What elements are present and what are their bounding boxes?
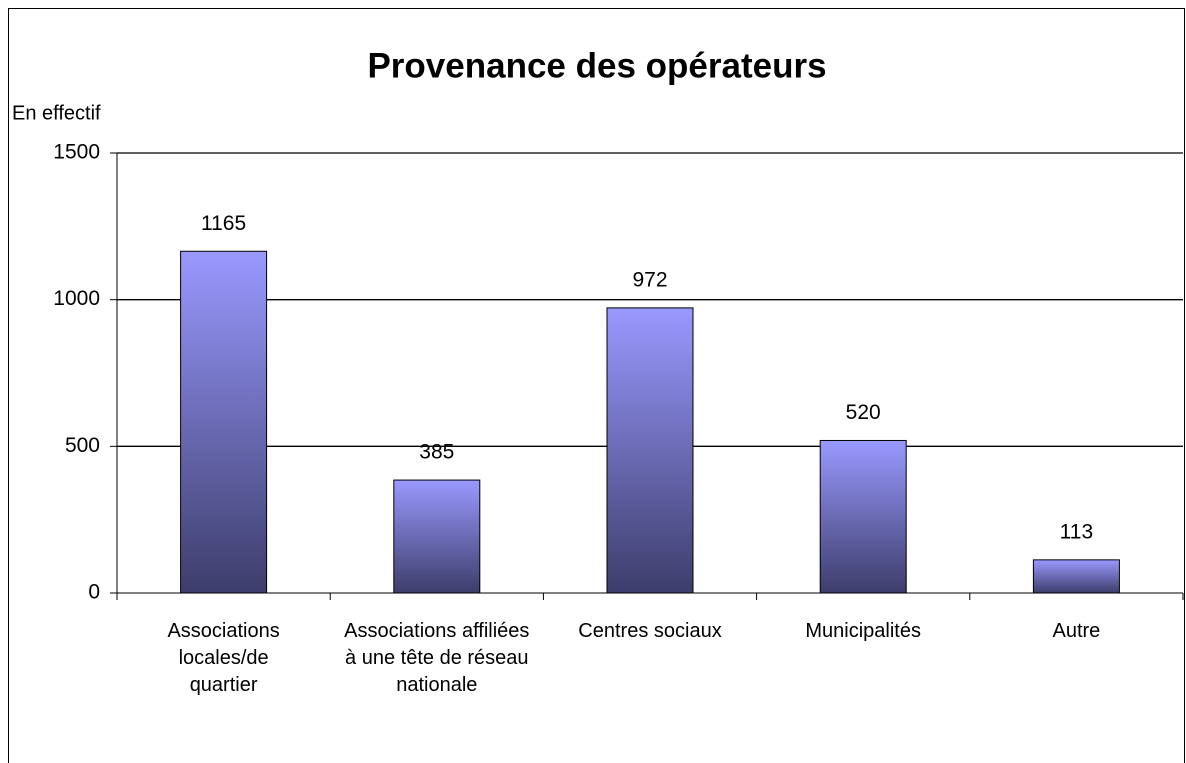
data-label: 972 [632, 268, 667, 291]
x-tick-label: Associations locales/de quartier [167, 620, 280, 696]
x-tick-label: Autre [1052, 620, 1101, 642]
data-label: 113 [1060, 520, 1093, 543]
y-tick-label: 500 [65, 434, 100, 457]
x-tick-label: Associations affiliées à une tête de rés… [344, 620, 530, 696]
y-tick-label: 1500 [53, 141, 100, 164]
data-label: 520 [846, 401, 881, 424]
bar [606, 307, 694, 594]
chart-title: Provenance des opérateurs [367, 46, 826, 85]
chart-border [8, 8, 1185, 763]
bar [819, 439, 907, 594]
bar [180, 250, 268, 594]
data-label: 1165 [201, 212, 246, 235]
bar [1032, 559, 1120, 594]
data-label: 385 [419, 441, 454, 464]
bar [393, 479, 481, 594]
x-tick-label: Centres sociaux [578, 620, 722, 642]
y-tick-label: 0 [88, 581, 100, 604]
y-axis-label: En effectif [12, 102, 101, 124]
y-tick-label: 1000 [53, 287, 100, 310]
x-tick-label: Municipalités [805, 620, 921, 642]
